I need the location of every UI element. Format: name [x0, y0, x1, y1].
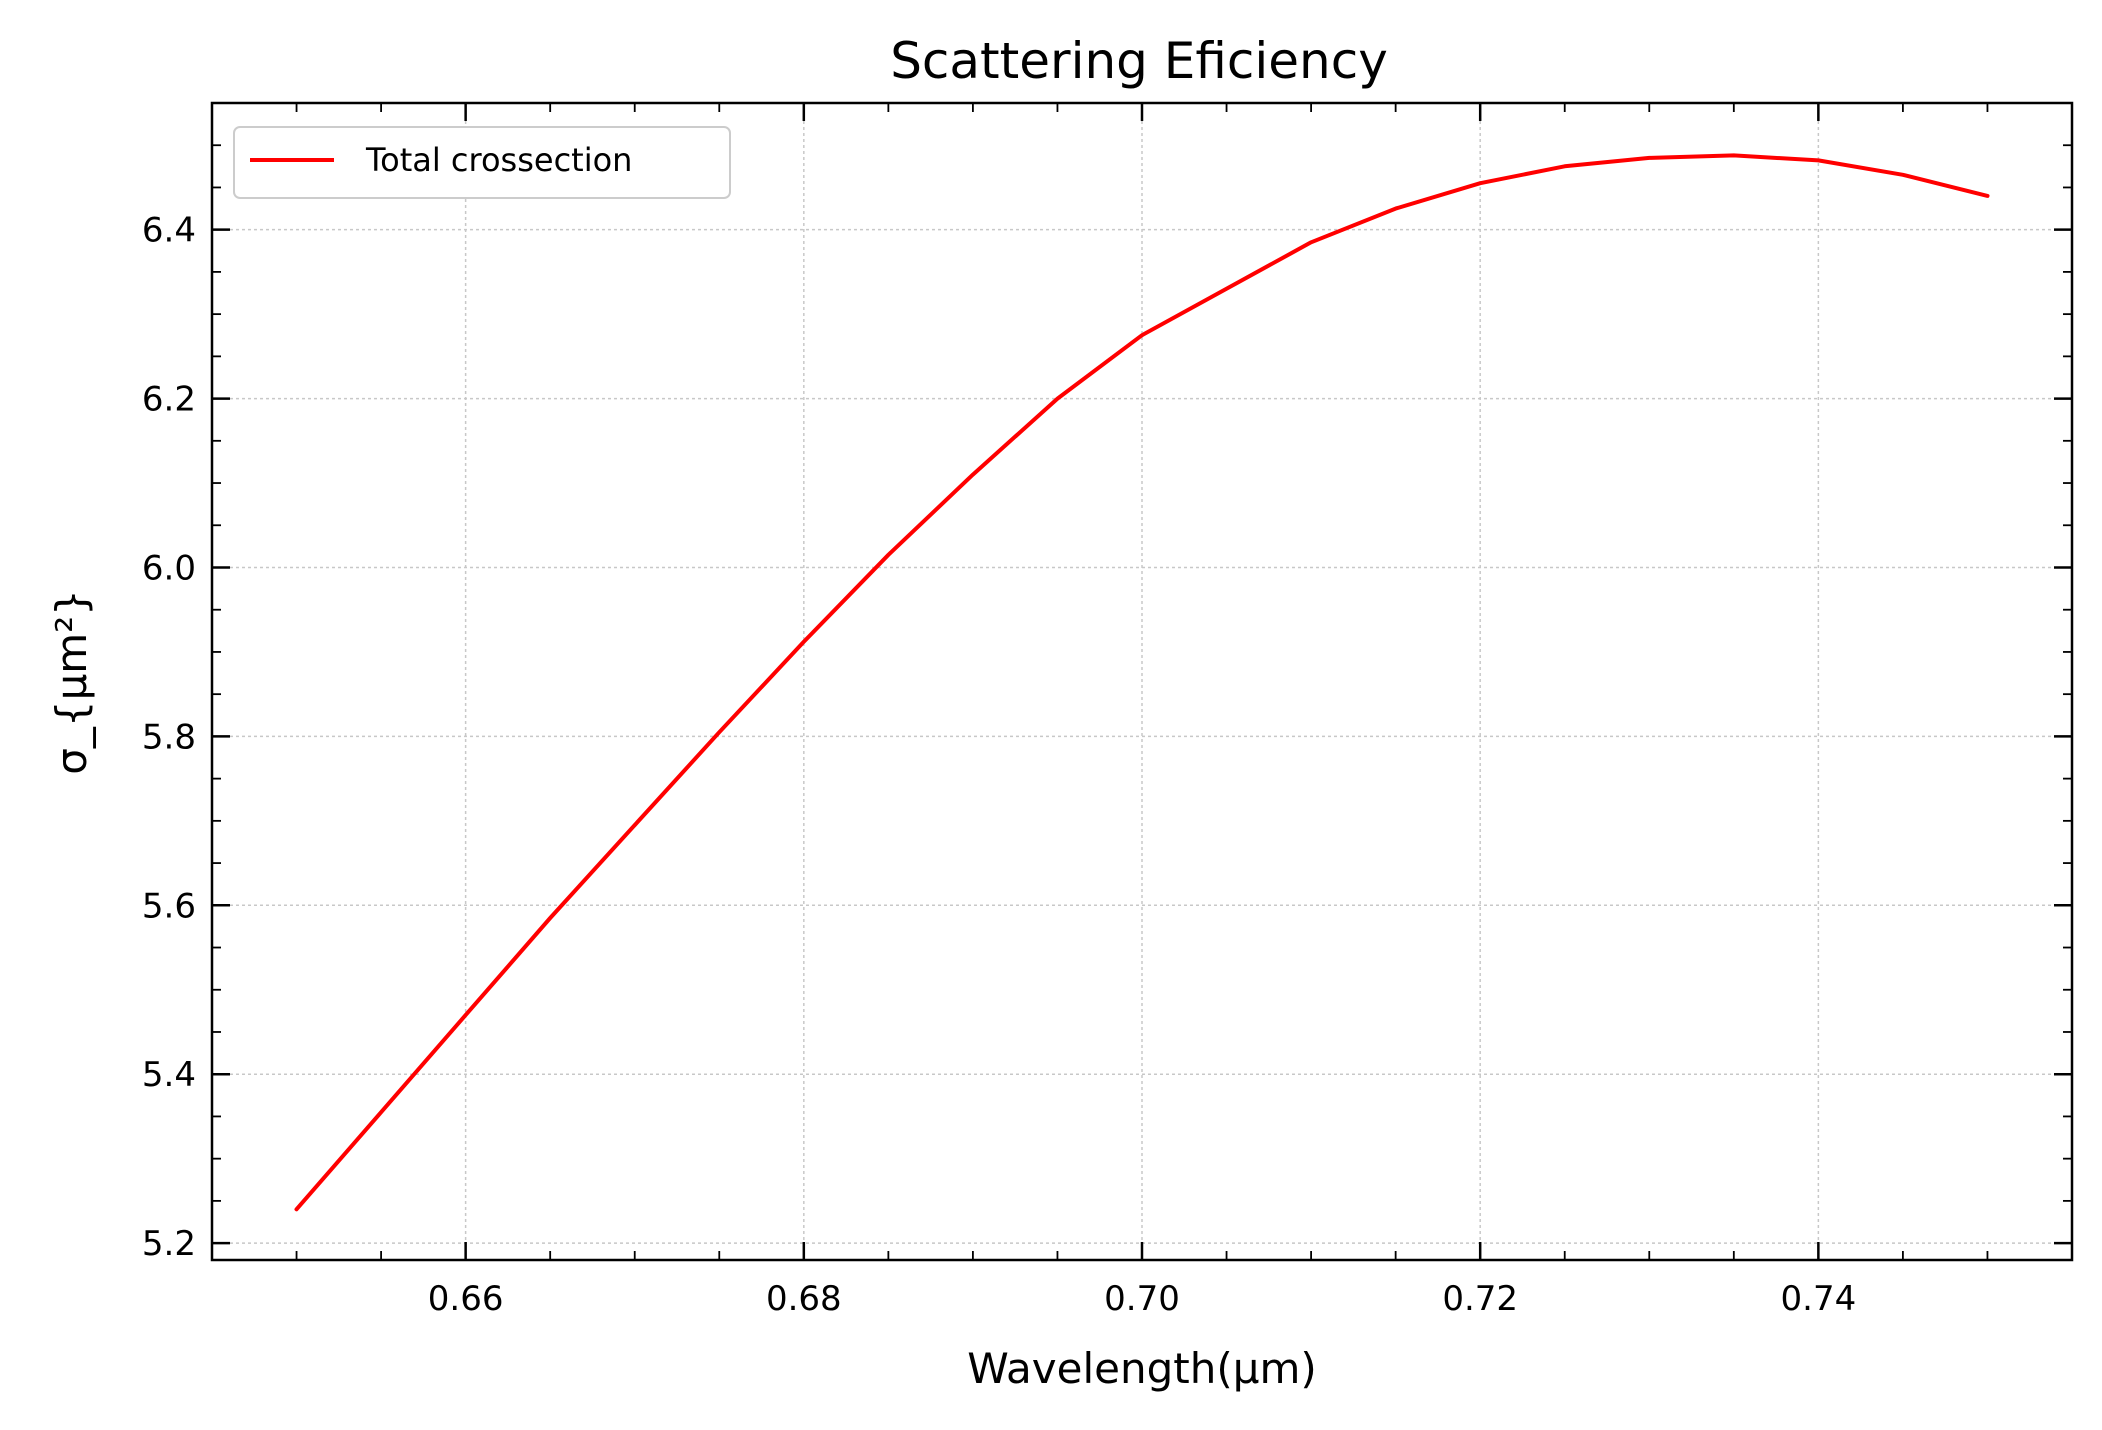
y-tick-label: 5.4 — [142, 1055, 196, 1095]
chart-title: Scattering Eficiency — [890, 32, 1388, 90]
y-tick-label: 6.4 — [142, 211, 196, 251]
x-tick-label: 0.72 — [1442, 1279, 1518, 1319]
x-tick-label: 0.68 — [766, 1279, 842, 1319]
legend-box — [233, 126, 731, 199]
legend: Total crossection — [233, 126, 731, 199]
y-tick-label: 6.0 — [142, 548, 196, 588]
y-axis-title: σ_{μm²} — [47, 589, 96, 775]
legend-entry-label: Total crossection — [365, 141, 632, 179]
tick-label-layer: 0.66 0.68 0.70 0.72 0.74 5.2 5.4 5.6 5.8 6.0 6.2 6.… — [142, 211, 1856, 1319]
series-layer — [294, 153, 1990, 1212]
series-line — [294, 153, 1990, 1212]
x-tick-label: 0.66 — [428, 1279, 504, 1319]
x-axis-title: Wavelength(μm) — [967, 1344, 1317, 1393]
tick-layer — [211, 102, 2073, 1260]
y-tick-label: 5.6 — [142, 886, 196, 926]
x-tick-label: 0.70 — [1104, 1279, 1180, 1319]
x-tick-label: 0.74 — [1781, 1279, 1857, 1319]
grid-layer — [212, 103, 2072, 1260]
y-tick-label: 6.2 — [142, 380, 196, 420]
y-tick-label: 5.2 — [142, 1224, 196, 1264]
y-tick-label: 5.8 — [142, 717, 196, 757]
